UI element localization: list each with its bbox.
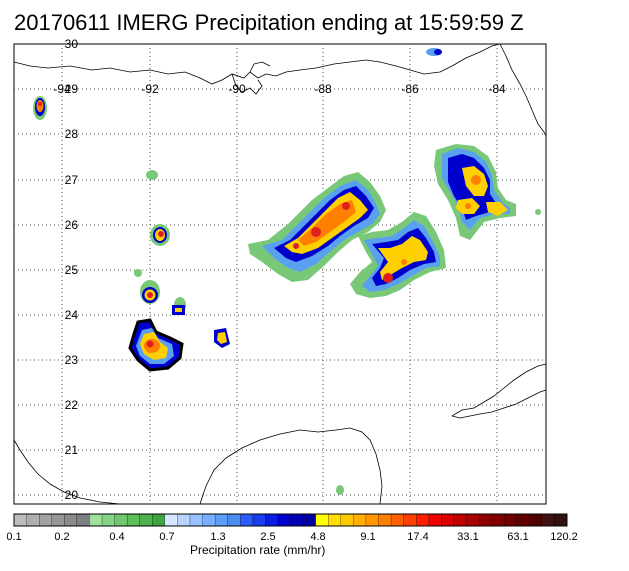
colorbar-swatch [214, 513, 229, 527]
colorbar-swatch [64, 513, 78, 527]
colorbar-swatch [76, 513, 90, 527]
lat-label: 25 [65, 263, 79, 277]
colorbar-swatch [38, 513, 53, 527]
precip-cell-trailing [350, 212, 446, 298]
coastline [13, 43, 547, 505]
lat-label: 21 [65, 443, 79, 457]
colorbar-swatch [453, 513, 467, 527]
colorbar-label: 33.1 [457, 531, 479, 543]
colorbar-swatch [353, 513, 367, 527]
colorbar-swatch [189, 513, 203, 527]
lat-label: 30 [65, 37, 79, 51]
colorbar-swatch [504, 513, 518, 527]
precip-cell-ne [434, 144, 516, 240]
lat-label: 22 [65, 398, 79, 412]
precip-cell-26n [150, 224, 170, 246]
colorbar-label: 120.2 [550, 531, 578, 543]
colorbar-swatch [428, 513, 442, 527]
colorbar-swatch [202, 513, 216, 527]
colorbar-swatch [51, 513, 65, 527]
lat-label: 24 [65, 308, 79, 322]
colorbar-swatch [290, 513, 304, 527]
colorbar-border [13, 513, 568, 527]
precip-cell-yucatan [336, 485, 344, 495]
colorbar-swatch [227, 513, 241, 527]
colorbar-swatch [390, 513, 405, 527]
colorbar-swatch [541, 513, 555, 527]
colorbar-label: 2.5 [260, 531, 276, 543]
colorbar-swatch [491, 513, 505, 527]
colorbar-swatch [240, 513, 254, 527]
colorbar-swatch [152, 513, 166, 527]
lat-label: 26 [65, 218, 79, 232]
colorbar-swatch [466, 513, 480, 527]
lon-label: -86 [401, 82, 419, 96]
lat-label: 23 [65, 353, 79, 367]
lon-label: -94 [53, 82, 71, 96]
colorbar-swatch [139, 513, 153, 527]
colorbar-swatch [340, 513, 354, 527]
lat-label: 29 [65, 82, 79, 96]
precip-cell-nw [33, 96, 47, 120]
precip-cell-east-small [214, 328, 230, 348]
graticule [14, 44, 546, 504]
colorbar-swatch [126, 513, 141, 527]
colorbar-swatch [13, 513, 28, 527]
colorbar-swatch [89, 513, 103, 527]
colorbar-swatch [101, 513, 116, 527]
lat-label: 28 [65, 127, 79, 141]
colorbar-swatch [252, 513, 266, 527]
colorbar-swatch [328, 513, 342, 527]
lon-label: -92 [141, 82, 159, 96]
colorbar-swatch [478, 513, 493, 527]
colorbar-swatch [378, 513, 392, 527]
colorbar-label: 17.4 [407, 531, 429, 543]
precip-cell-north-small [426, 48, 442, 56]
colorbar-swatch [26, 513, 40, 527]
precip-cell-box [172, 297, 186, 315]
precip-cell-small-a [146, 170, 158, 180]
colorbar-swatch [315, 513, 329, 527]
lon-label: -90 [228, 82, 246, 96]
precipitation-cells [33, 48, 541, 495]
colorbar-label: 0.4 [109, 531, 125, 543]
precip-cell-edge [535, 209, 541, 215]
precip-cell-main [248, 172, 386, 282]
precip-cell-23n [128, 318, 184, 372]
colorbar [13, 513, 568, 527]
colorbar-label: 9.1 [360, 531, 376, 543]
lat-label: 20 [65, 488, 79, 502]
colorbar-swatch [265, 513, 279, 527]
colorbar-swatch [164, 513, 178, 527]
lat-label: 27 [65, 173, 79, 187]
map-title: 20170611 IMERG Precipitation ending at 1… [14, 10, 524, 35]
precip-cell-24n [140, 280, 160, 304]
colorbar-swatch [114, 513, 128, 527]
colorbar-label: 0.2 [54, 531, 70, 543]
lon-labels: -94 -92 -90 -88 -86 -84 [53, 82, 506, 96]
colorbar-swatch [177, 513, 191, 527]
precip-cell-small-b [134, 269, 142, 277]
colorbar-swatch [277, 513, 291, 527]
colorbar-swatch [403, 513, 417, 527]
colorbar-swatch [554, 513, 568, 527]
colorbar-label: 0.1 [6, 531, 22, 543]
colorbar-swatch [365, 513, 379, 527]
colorbar-swatch [529, 513, 543, 527]
colorbar-title: Precipitation rate (mm/hr) [190, 543, 326, 557]
lat-labels: 30 29 28 27 26 25 24 23 22 21 20 [65, 37, 79, 502]
colorbar-label: 1.3 [210, 531, 226, 543]
colorbar-swatch [302, 513, 317, 527]
colorbar-swatch [441, 513, 455, 527]
colorbar-label: 63.1 [507, 531, 529, 543]
colorbar-swatch [516, 513, 530, 527]
colorbar-label: 0.7 [159, 531, 175, 543]
colorbar-swatch [416, 513, 430, 527]
colorbar-label: 4.8 [310, 531, 326, 543]
lon-label: -88 [314, 82, 332, 96]
lon-label: -84 [488, 82, 506, 96]
